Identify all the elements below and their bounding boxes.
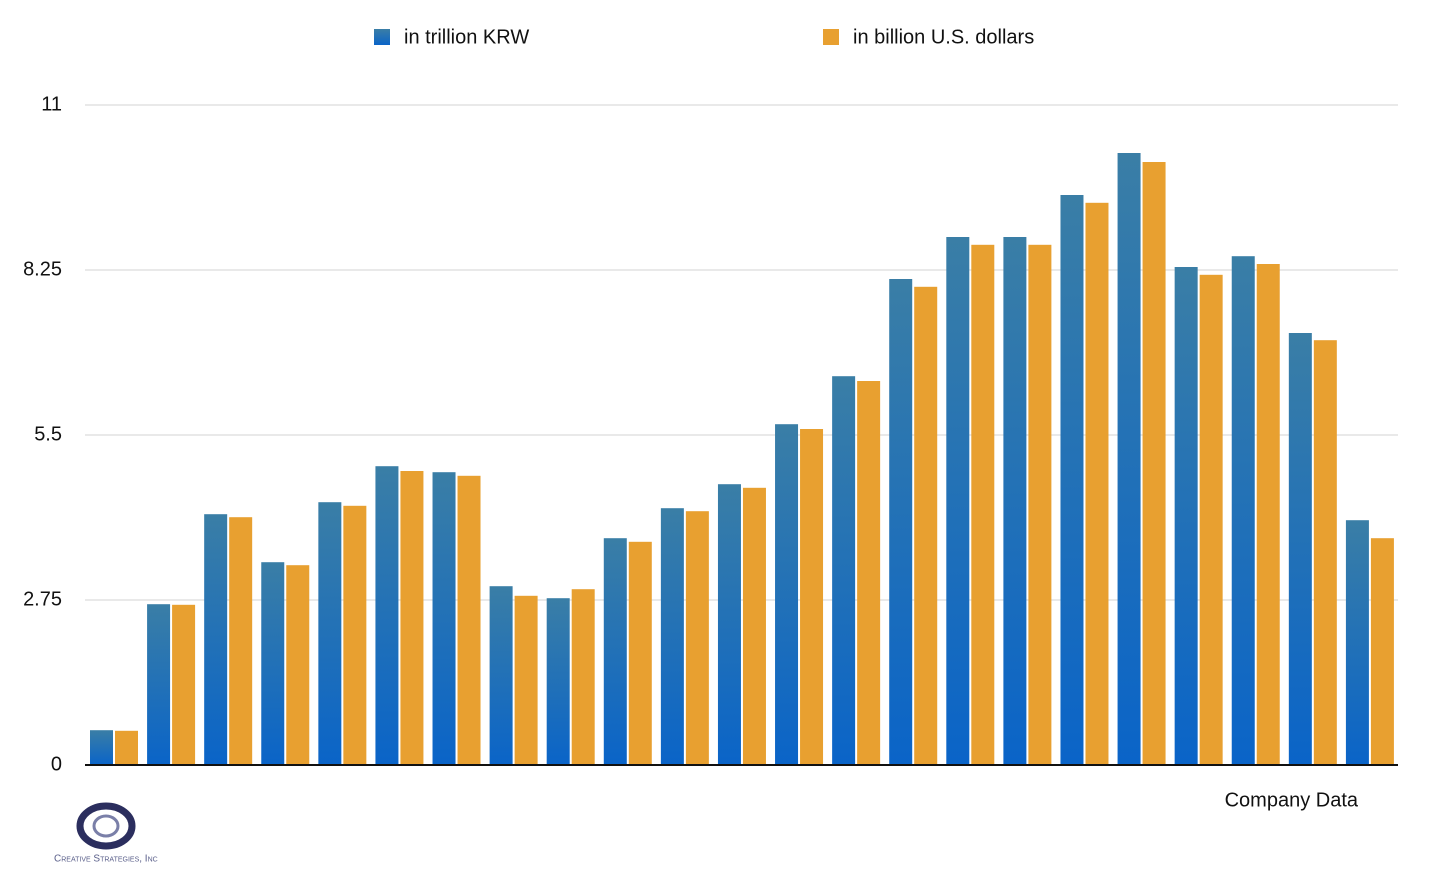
bar	[514, 595, 538, 765]
bar	[628, 541, 652, 765]
bar	[1231, 256, 1255, 765]
bar	[1003, 237, 1027, 765]
bar	[546, 598, 570, 765]
bar	[685, 511, 709, 765]
y-tick-label: 8.25	[23, 258, 62, 280]
bar	[1256, 264, 1280, 765]
bar	[1313, 340, 1337, 765]
bar	[432, 472, 456, 765]
bar	[90, 730, 113, 765]
logo-mark	[92, 814, 120, 838]
bar	[742, 487, 766, 765]
legend-swatch	[374, 29, 390, 45]
bar	[1370, 538, 1394, 765]
bar	[375, 466, 399, 765]
annotation: Company Data	[1225, 789, 1359, 811]
bar	[261, 562, 285, 765]
bar	[115, 730, 138, 765]
bar	[1060, 195, 1084, 765]
bar	[1199, 274, 1223, 765]
bar	[172, 604, 196, 765]
y-tick-label: 0	[51, 753, 62, 775]
bar	[1142, 162, 1166, 765]
bar	[857, 381, 881, 765]
bar	[660, 508, 684, 765]
bar	[343, 505, 367, 765]
y-tick-label: 2.75	[23, 588, 62, 610]
logo-text: Creative Strategies, Inc	[54, 854, 158, 865]
bar	[1174, 267, 1198, 765]
bar	[286, 565, 310, 765]
bar	[946, 237, 970, 765]
logo: Creative Strategies, Inc	[54, 802, 158, 865]
bar	[229, 517, 253, 765]
y-tick-label: 11	[41, 93, 62, 115]
legend-label: in trillion KRW	[404, 26, 529, 48]
bar	[1117, 153, 1141, 765]
bar	[1345, 520, 1369, 765]
bar	[1085, 202, 1109, 766]
legend-label: in billion U.S. dollars	[853, 26, 1034, 48]
bar	[489, 586, 513, 765]
y-tick-label: 5.5	[34, 423, 62, 445]
bar	[800, 429, 824, 765]
logo-mark	[76, 802, 136, 850]
bar	[204, 514, 228, 765]
bar	[971, 244, 995, 766]
bar	[603, 538, 627, 765]
bar	[1288, 333, 1312, 765]
bar	[889, 279, 913, 765]
bar	[571, 589, 595, 765]
bar	[775, 424, 799, 765]
bar	[1028, 244, 1052, 766]
bar	[457, 475, 481, 765]
legend-swatch	[823, 29, 839, 45]
bar	[832, 376, 856, 765]
bar	[147, 604, 171, 765]
bar	[400, 471, 424, 765]
bar	[717, 484, 741, 765]
bar	[318, 502, 342, 765]
bar	[914, 286, 938, 765]
